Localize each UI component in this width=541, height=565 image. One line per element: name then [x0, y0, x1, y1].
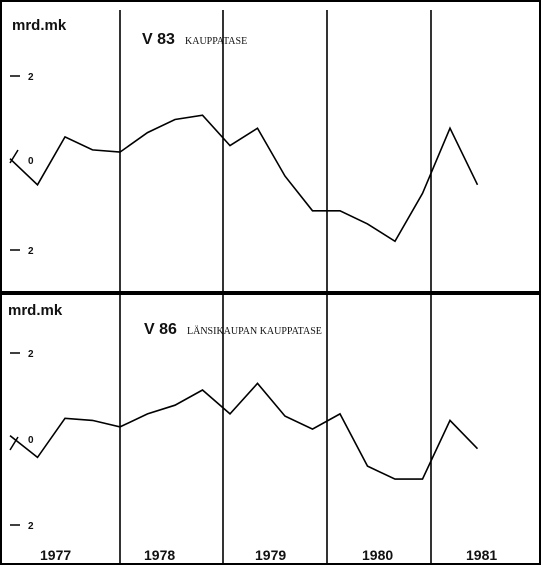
panel-1-title: KAUPPATASE — [185, 36, 247, 47]
panel-2-code: V 86 — [144, 321, 177, 338]
panel-2-tick-bottom: 2 — [28, 521, 34, 532]
panel-2-tick-top: 2 — [28, 349, 34, 360]
year-label-1980: 1980 — [362, 547, 393, 563]
panel-2-tick-zero: 0 — [28, 435, 34, 446]
panel-2-series-line — [9, 382, 479, 480]
panel-1-ylabel: mrd.mk — [12, 17, 67, 34]
panel-2-ylabel: mrd.mk — [8, 302, 63, 319]
year-dividers — [119, 10, 432, 565]
year-label-1978: 1978 — [144, 547, 175, 563]
panel-2: mrd.mk V 86 LÄNSIKAUPAN KAUPPATASE 2 0 2 — [8, 302, 479, 532]
panel-1-tick-zero-mark — [9, 149, 19, 164]
panel-2-title: LÄNSIKAUPAN KAUPPATASE — [187, 325, 322, 337]
year-labels: 1977 1978 1979 1980 1981 — [40, 547, 497, 563]
panel-1-tick-top: 2 — [28, 72, 34, 83]
panel-1-tick-bottom: 2 — [28, 246, 34, 257]
panel-1: mrd.mk V 83 KAUPPATASE 2 0 2 — [9, 17, 479, 257]
year-label-1981: 1981 — [466, 547, 497, 563]
panel-2-tick-zero-mark — [9, 436, 19, 451]
year-label-1977: 1977 — [40, 547, 71, 563]
year-label-1979: 1979 — [255, 547, 286, 563]
panel-1-series-line — [9, 114, 479, 243]
panel-1-tick-zero: 0 — [28, 156, 34, 167]
panel-1-code: V 83 — [142, 31, 175, 48]
